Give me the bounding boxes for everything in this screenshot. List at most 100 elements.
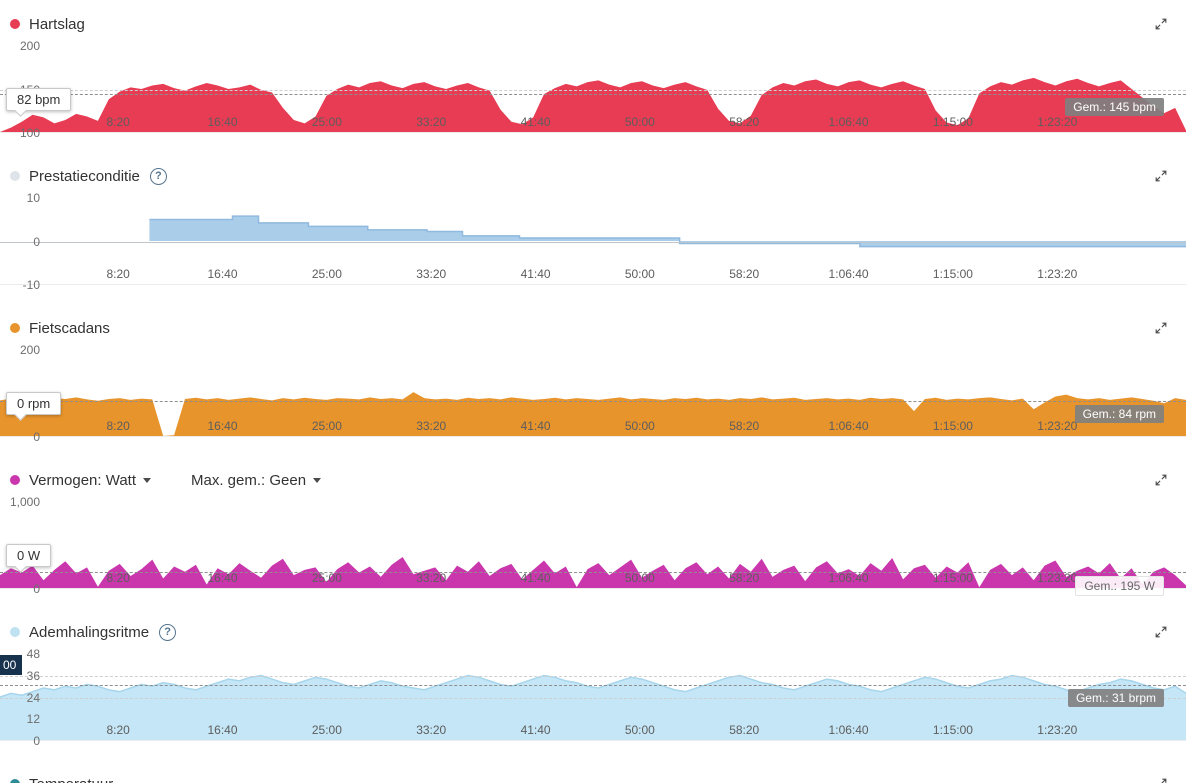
x-axis-tick-label: 50:00 <box>624 267 655 281</box>
expand-chart-icon[interactable] <box>1154 625 1168 639</box>
power-series-dot <box>10 475 20 485</box>
y-axis-tick-label: 10 <box>26 191 40 205</box>
average-value-badge: Gem.: 195 W <box>1075 576 1164 596</box>
x-axis-tick-label: 58:20 <box>729 419 760 433</box>
average-line <box>0 400 1186 402</box>
gridline <box>0 697 1186 699</box>
x-axis-tick-label: 25:00 <box>311 419 342 433</box>
expand-chart-icon[interactable] <box>1154 473 1168 487</box>
x-axis-tick-label: 1:06:40 <box>828 419 869 433</box>
respiration-rate-chart-section: Ademhalingsritme 00 48 36 24 12 0 8:20 16:40 25… <box>0 608 1186 760</box>
help-icon[interactable] <box>149 167 167 185</box>
temperature-series-dot <box>10 779 20 783</box>
x-axis-tick-label: 33:20 <box>416 723 447 737</box>
x-axis-tick-label: 1:06:40 <box>828 571 869 585</box>
expand-chart-icon[interactable] <box>1154 169 1168 183</box>
chart-title-respiration-rate: Ademhalingsritme <box>29 623 150 641</box>
cursor-time-badge: 00 <box>0 655 23 675</box>
x-axis-tick-label: 16:40 <box>207 419 238 433</box>
x-axis-tick-label: 25:00 <box>311 723 342 737</box>
x-axis-tick-label: 25:00 <box>311 115 342 129</box>
heart-rate-header: Hartslag <box>0 0 1186 36</box>
chart-title-temperature: Temperatuur <box>29 776 113 783</box>
x-axis-tick-label: 58:20 <box>729 723 760 737</box>
x-axis-tick-label: 25:00 <box>311 571 342 585</box>
bike-cadence-header: Fietscadans <box>0 304 1186 340</box>
power-chart[interactable]: 0 W 1,000 0 8:20 16:40 25:00 33:20 41:40 50:00 5… <box>0 495 1186 596</box>
power-metric-dropdown-label: Vermogen: Watt <box>29 471 136 489</box>
x-axis-tick-label: 16:40 <box>207 115 238 129</box>
x-axis-tick-label: 1:15:00 <box>932 571 973 585</box>
x-axis-tick-label: 58:20 <box>729 115 760 129</box>
x-axis-tick-label: 25:00 <box>311 267 342 281</box>
x-axis-tick-label: 41:40 <box>520 723 551 737</box>
y-axis-tick-label: 200 <box>19 343 40 357</box>
x-axis-tick-label: 16:40 <box>207 723 238 737</box>
x-axis-tick-label: 1:23:20 <box>1037 115 1078 129</box>
bike-cadence-chart-section: Fietscadans 0 rpm 200 0 8:20 16:40 25:00 33:2… <box>0 304 1186 456</box>
x-axis-tick-label: 50:00 <box>624 723 655 737</box>
heart-rate-chart-section: Hartslag 82 bpm 2001501008:2016:4025:003… <box>0 0 1186 152</box>
expand-chart-icon[interactable] <box>1154 777 1168 783</box>
power-header: Vermogen: Watt Max. gem.: Geen <box>0 456 1186 492</box>
x-axis-tick-label: 1:06:40 <box>828 115 869 129</box>
x-axis-tick-label: 33:20 <box>416 115 447 129</box>
x-axis-tick-label: 33:20 <box>416 419 447 433</box>
x-axis-tick-label: 41:40 <box>520 267 551 281</box>
x-axis-tick-label: 58:20 <box>729 267 760 281</box>
x-axis-tick-label: 50:00 <box>624 571 655 585</box>
y-axis-tick-label: 48 <box>26 647 40 661</box>
x-axis-tick-label: 8:20 <box>106 571 130 585</box>
respiration-rate-chart[interactable]: 00 48 36 24 12 0 8:20 16:40 25:00 33:20 41:40 50:0… <box>0 647 1186 748</box>
y-axis-tick-label: -10 <box>22 278 40 292</box>
y-axis-tick-label: 200 <box>19 39 40 53</box>
temperature-chart-section: Temperatuur <box>0 760 1186 783</box>
y-axis-tick-label: 24 <box>26 690 40 705</box>
performance-condition-chart[interactable]: 10 0 -10 8:20 16:40 25:00 33:20 41:40 50:00 58:20… <box>0 191 1186 292</box>
x-axis-tick-label: 16:40 <box>207 571 238 585</box>
chart-title-bike-cadence: Fietscadans <box>29 319 110 337</box>
y-axis-tick-label: 0 <box>33 430 40 444</box>
y-axis-tick-label: 1,000 <box>9 495 40 509</box>
x-axis-tick-label: 41:40 <box>520 115 551 129</box>
y-axis-tick-label: 0 <box>33 734 40 748</box>
x-axis-tick-label: 8:20 <box>106 115 130 129</box>
bike-cadence-chart[interactable]: 0 rpm 200 0 8:20 16:40 25:00 33:20 41:40 50:00 5… <box>0 343 1186 444</box>
x-axis-tick-label: 1:06:40 <box>828 267 869 281</box>
respiration-rate-series-dot <box>10 627 20 637</box>
help-icon[interactable] <box>159 623 177 641</box>
hover-value-tooltip: 0 W <box>6 544 52 567</box>
performance-condition-header: Prestatieconditie <box>0 152 1186 188</box>
heart-rate-chart[interactable]: 82 bpm 2001501008:2016:4025:0033:2041:40… <box>0 39 1186 140</box>
average-value-badge: Gem.: 84 rpm <box>1074 404 1164 423</box>
max-average-dropdown[interactable]: Max. gem.: Geen <box>191 471 322 489</box>
temperature-header: Temperatuur <box>0 760 1186 783</box>
y-axis-tick-label: 36 <box>26 668 40 683</box>
average-value-badge: Gem.: 145 bpm <box>1065 97 1164 116</box>
x-axis-tick-label: 1:23:20 <box>1037 723 1078 737</box>
power-metric-dropdown[interactable]: Vermogen: Watt <box>29 472 151 489</box>
x-axis-tick-label: 8:20 <box>106 419 130 433</box>
x-axis-tick-label: 41:40 <box>520 419 551 433</box>
y-axis-tick-label: 12 <box>26 712 40 727</box>
expand-chart-icon[interactable] <box>1154 321 1168 335</box>
x-axis-tick-label: 8:20 <box>106 267 130 281</box>
zero-axis-line <box>0 241 1186 243</box>
average-line <box>0 93 1186 95</box>
gridline <box>0 675 1186 677</box>
expand-chart-icon[interactable] <box>1154 17 1168 31</box>
max-average-dropdown-label: Max. gem.: Geen <box>191 471 307 489</box>
x-axis-tick-label: 1:23:20 <box>1037 267 1078 281</box>
x-axis-tick-label: 41:40 <box>520 571 551 585</box>
x-axis-tick-label: 1:23:20 <box>1037 419 1078 433</box>
performance-condition-chart-section: Prestatieconditie 10 0 -10 8:20 16:40 25:00 33… <box>0 152 1186 304</box>
performance-condition-series-dot <box>10 171 20 181</box>
x-axis-tick-label: 1:15:00 <box>932 419 973 433</box>
x-axis-tick-label: 1:23:20 <box>1037 571 1078 585</box>
x-axis-tick-label: 16:40 <box>207 267 238 281</box>
hover-value-tooltip: 0 rpm <box>6 392 62 415</box>
x-axis-tick-label: 58:20 <box>729 571 760 585</box>
x-axis-tick-label: 1:15:00 <box>932 723 973 737</box>
x-axis-tick-label: 50:00 <box>624 419 655 433</box>
